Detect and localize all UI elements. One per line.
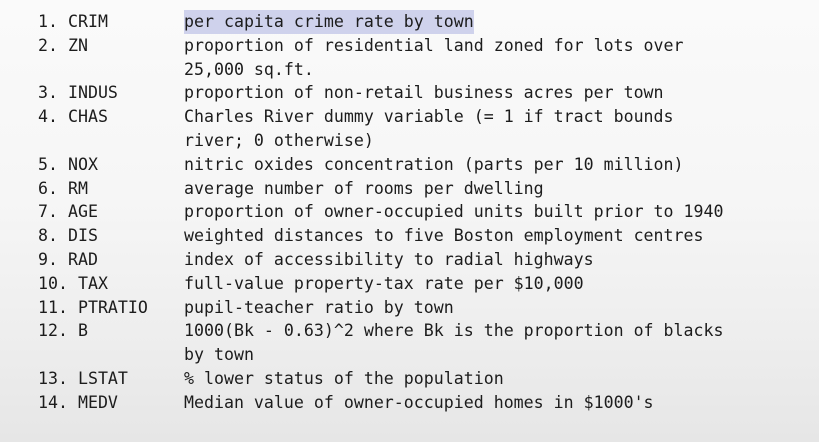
variable-label: 7. AGE	[38, 202, 98, 222]
variable-description: per capita crime rate by town	[184, 10, 474, 34]
variable-description: Charles River dummy variable (= 1 if tra…	[184, 107, 674, 127]
variable-label: 14. MEDV	[38, 392, 118, 412]
variable-label: 8. DIS	[38, 226, 98, 246]
variable-label: 5. NOX	[38, 154, 98, 174]
variable-label: 10. TAX	[38, 273, 108, 293]
variable-description: pupil-teacher ratio by town	[184, 297, 454, 317]
variable-label: 13. LSTAT	[38, 369, 128, 388]
variable-description: average number of rooms per dwelling	[184, 178, 544, 198]
variable-description: % lower status of the population	[184, 369, 504, 388]
variable-description: full-value property-tax rate per $10,000	[184, 273, 584, 293]
variable-label: 1. CRIM	[38, 12, 108, 31]
variable-label: 3. INDUS	[38, 83, 118, 103]
variable-description: by town	[184, 345, 254, 365]
variable-description: 1000(Bk - 0.63)^2 where Bk is the propor…	[184, 321, 724, 341]
variable-label: 11. PTRATIO	[38, 297, 148, 317]
variable-description: proportion of non-retail business acres …	[184, 83, 664, 103]
variable-description: nitric oxides concentration (parts per 1…	[184, 154, 684, 174]
variable-label: 2. ZN	[38, 35, 88, 55]
variable-label: 12. B	[38, 321, 88, 341]
variable-description: proportion of owner-occupied units built…	[184, 202, 724, 222]
variable-description: Median value of owner-occupied homes in …	[184, 392, 654, 412]
variable-description: proportion of residential land zoned for…	[184, 35, 684, 55]
variable-label: 6. RM	[38, 178, 88, 198]
variable-label: 9. RAD	[38, 250, 98, 269]
variable-label: 4. CHAS	[38, 107, 108, 127]
variable-description: index of accessibility to radial highway…	[184, 250, 594, 269]
variable-description: river; 0 otherwise)	[184, 131, 374, 150]
variable-description: weighted distances to five Boston employ…	[184, 226, 704, 246]
variable-description: 25,000 sq.ft.	[184, 59, 314, 79]
